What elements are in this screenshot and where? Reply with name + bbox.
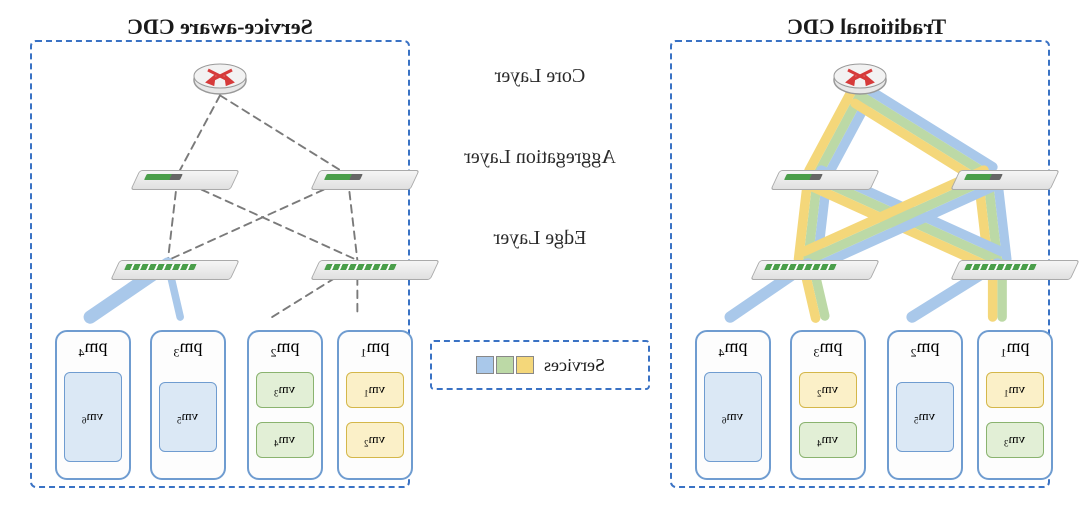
panel-title-left: Service-aware CDC <box>127 14 313 40</box>
pm-1: pm1 vm1 vm2 <box>337 330 413 480</box>
pm-label: pm4 <box>78 336 107 361</box>
traditional-panel: Traditional CDC pm1vm1vm3pm2vm5pm3vm2vm4… <box>670 40 1050 488</box>
vm-6: vm6 <box>64 372 122 462</box>
swatch-blue <box>476 356 494 374</box>
router-icon <box>832 62 888 98</box>
legend-label: Services <box>544 355 605 376</box>
pm-1: pm1 vm1 vm3 <box>977 330 1053 480</box>
pm-label: pm1 <box>360 336 389 361</box>
pm-label: pm4 <box>718 336 747 361</box>
pm-label: pm3 <box>173 336 202 361</box>
vm-2: vm2 <box>346 422 404 458</box>
vm-6: vm6 <box>704 372 762 462</box>
service-aware-panel: Service-aware CDC pm1vm1vm2pm2vm3vm4pm3v… <box>30 40 410 488</box>
edge-switch-right <box>310 260 439 280</box>
swatch-green <box>496 356 514 374</box>
pm-2: pm2 vm3 vm4 <box>247 330 323 480</box>
vm-1: vm1 <box>346 372 404 408</box>
diagram-left: pm1vm1vm2pm2vm3vm4pm3vm5pm4vm6 <box>40 50 400 478</box>
edge-layer-label: Edge Layer <box>430 227 650 250</box>
vm-3: vm3 <box>256 372 314 408</box>
legend: Services <box>430 340 650 390</box>
pm-label: pm1 <box>1000 336 1029 361</box>
vm-2: vm2 <box>799 372 857 408</box>
aggregation-layer-label: Aggregation Layer <box>430 146 650 169</box>
layer-labels: Core Layer Aggregation Layer Edge Layer <box>430 65 650 308</box>
agg-switch-right <box>950 170 1059 190</box>
agg-switch-right <box>310 170 419 190</box>
vm-4: vm4 <box>256 422 314 458</box>
agg-switch-left <box>130 170 239 190</box>
core-layer-label: Core Layer <box>430 65 650 88</box>
pm-3: pm3 vm5 <box>150 330 226 480</box>
edge-switch-right <box>950 260 1079 280</box>
pm-3: pm3 vm2 vm4 <box>790 330 866 480</box>
legend-swatches <box>476 356 534 374</box>
pm-label: pm2 <box>910 336 939 361</box>
vm-5: vm5 <box>896 382 954 452</box>
pm-label: pm2 <box>270 336 299 361</box>
swatch-yellow <box>516 356 534 374</box>
vm-4: vm4 <box>799 422 857 458</box>
agg-switch-left <box>770 170 879 190</box>
vm-5: vm5 <box>159 382 217 452</box>
router-icon <box>192 62 248 98</box>
pm-4: pm4vm6 <box>55 330 131 480</box>
panel-title-right: Traditional CDC <box>787 14 946 40</box>
pm-4: pm4vm6 <box>695 330 771 480</box>
diagram-right: pm1vm1vm3pm2vm5pm3vm2vm4pm4vm6 <box>680 50 1040 478</box>
edge-switch-left <box>110 260 239 280</box>
edge-switch-left <box>750 260 879 280</box>
pm-label: pm3 <box>813 336 842 361</box>
vm-3: vm3 <box>986 422 1044 458</box>
vm-1: vm1 <box>986 372 1044 408</box>
pm-2: pm2 vm5 <box>887 330 963 480</box>
